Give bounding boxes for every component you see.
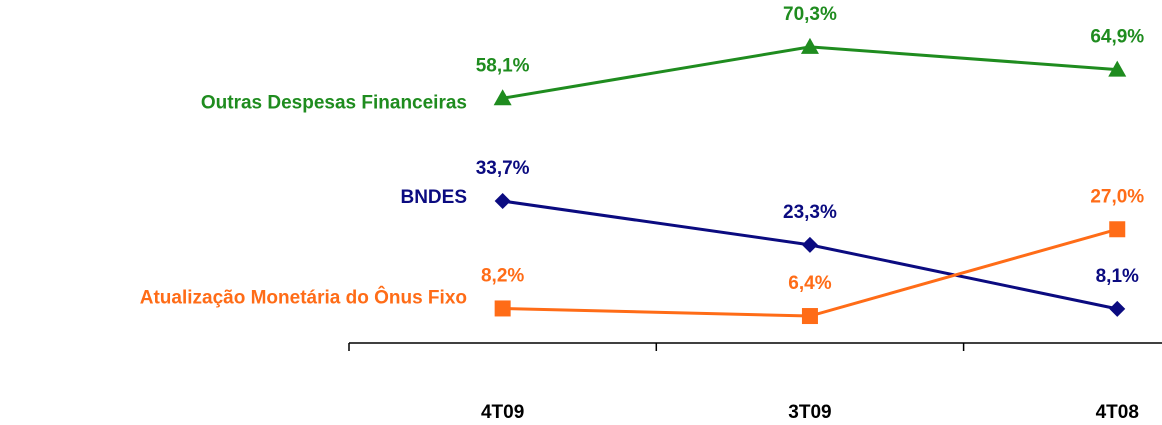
- data-label: 27,0%: [1090, 186, 1144, 207]
- marker: [801, 236, 818, 253]
- marker: [494, 193, 511, 210]
- marker: [1108, 60, 1127, 77]
- marker: [1109, 300, 1126, 317]
- x-tick-label: 3T09: [788, 402, 831, 423]
- line: [502, 45, 1118, 100]
- marker: [800, 37, 819, 54]
- data-label: 58,1%: [476, 55, 530, 76]
- marker: [493, 89, 512, 106]
- data-label: 70,3%: [783, 4, 837, 25]
- series-label: Atualização Monetária do Ônus Fixo: [140, 286, 467, 308]
- marker: [1109, 221, 1126, 238]
- series-label: Outras Despesas Financeiras: [201, 92, 467, 113]
- x-tick-label: 4T09: [481, 402, 524, 423]
- marker: [801, 308, 818, 325]
- marker: [494, 300, 511, 317]
- data-label: 64,9%: [1090, 27, 1144, 48]
- data-label: 8,1%: [1096, 266, 1139, 287]
- data-label: 8,2%: [481, 265, 524, 286]
- data-label: 6,4%: [788, 273, 831, 294]
- x-tick-label: 4T08: [1096, 402, 1139, 423]
- series-label: BNDES: [400, 187, 467, 208]
- data-label: 33,7%: [476, 158, 530, 179]
- data-label: 23,3%: [783, 202, 837, 223]
